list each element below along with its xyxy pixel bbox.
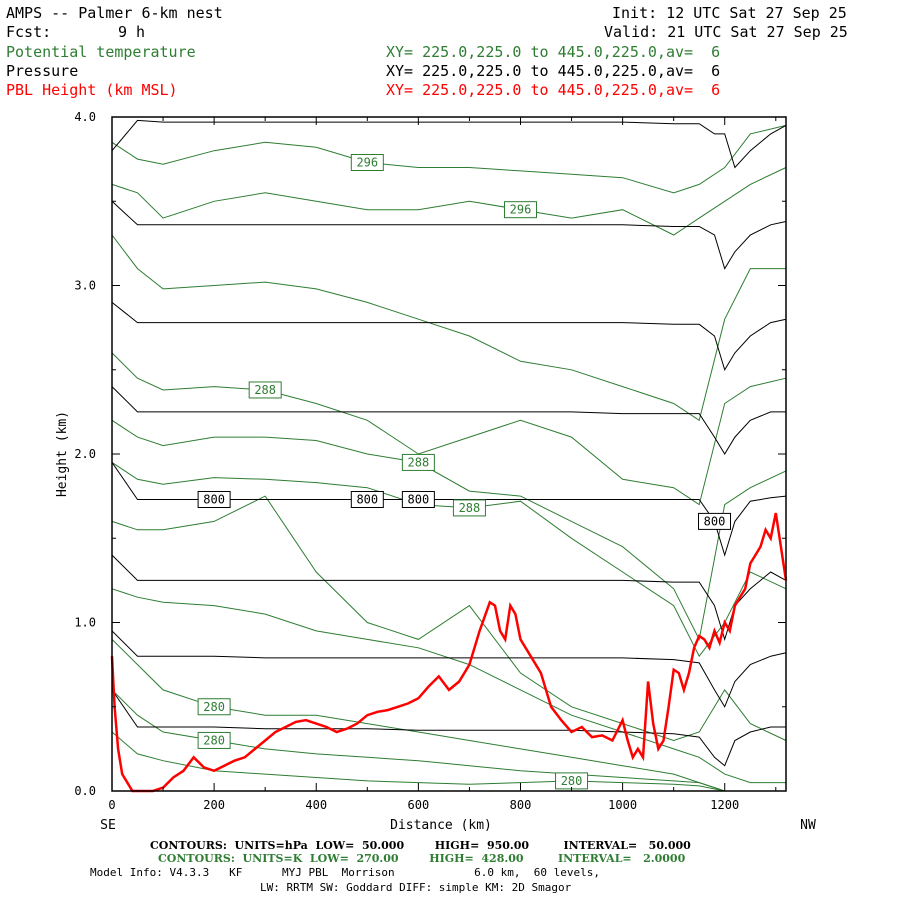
legend-pbl-xy: XY= 225.0,225.0 to 445.0,225.0,av= 6 xyxy=(386,81,721,99)
legend-theta-name: Potential temperature xyxy=(6,43,196,61)
legend-pbl-name: PBL Height (km MSL) xyxy=(6,81,178,99)
theta-contour-label: 280 xyxy=(197,731,231,749)
y-tick-label: 4.0 xyxy=(74,110,96,124)
theta-contour xyxy=(111,124,787,194)
pressure-contour xyxy=(111,630,787,708)
x-tick-label: 800 xyxy=(510,798,532,812)
x-axis-label: Distance (km) xyxy=(390,818,492,833)
svg-text:280: 280 xyxy=(561,774,583,788)
y-tick-label: 3.0 xyxy=(74,279,96,293)
theta-contour xyxy=(111,495,787,742)
pressure-contour xyxy=(111,462,787,557)
x-tick-label: 200 xyxy=(203,798,225,812)
footer-pressure-contours: CONTOURS: UNITS=hPa LOW= 50.000 HIGH= 95… xyxy=(150,839,691,852)
contour-labels: 296 296 288 288 288 280 280 280 800 800 800 800 xyxy=(197,153,732,790)
pressure-contour xyxy=(111,119,787,169)
svg-text:288: 288 xyxy=(254,383,276,397)
pressure-contour-label: 800 xyxy=(698,512,732,530)
pbl-height-line xyxy=(110,512,788,793)
legend-pressure-xy: XY= 225.0,225.0 to 445.0,225.0,av= 6 xyxy=(386,62,721,80)
x-tick-label: 1000 xyxy=(608,798,637,812)
svg-text:800: 800 xyxy=(704,514,726,528)
theta-contour-label: 288 xyxy=(401,453,435,471)
svg-text:800: 800 xyxy=(356,492,378,506)
theta-contour-label: 280 xyxy=(197,698,231,716)
chart-title: AMPS -- Palmer 6-km nest xyxy=(6,4,223,22)
theta-contour-label: 288 xyxy=(452,499,486,517)
pressure-contour-label: 800 xyxy=(401,490,435,508)
pbl-height-layer xyxy=(110,512,788,793)
footer-model-info: Model Info: V4.3.3 KF MYJ PBL Morrison 6… xyxy=(90,866,600,879)
theta-contour xyxy=(111,352,787,506)
se-end-label: SE xyxy=(100,818,116,833)
svg-text:280: 280 xyxy=(203,733,225,747)
y-tick-label: 0.0 xyxy=(74,784,96,798)
legend-pressure-name: Pressure xyxy=(6,62,79,80)
theta-contour xyxy=(111,419,787,641)
x-tick-label: 1200 xyxy=(710,798,739,812)
nw-end-label: NW xyxy=(800,818,816,833)
pressure-contour-label: 800 xyxy=(197,490,231,508)
y-tick-label: 1.0 xyxy=(74,616,96,630)
pressure-contours xyxy=(111,119,787,767)
svg-text:296: 296 xyxy=(510,203,532,217)
pressure-contour xyxy=(111,386,786,455)
x-tick-label: 0 xyxy=(108,798,115,812)
theta-contour xyxy=(111,167,787,236)
init-time: Init: 12 UTC Sat 27 Sep 25 xyxy=(612,4,847,22)
theta-contour xyxy=(111,234,786,422)
x-tick-label: 600 xyxy=(408,798,430,812)
footer-physics: LW: RRTM SW: Goddard DIFF: simple KM: 2D… xyxy=(260,881,572,894)
y-tick-label: 2.0 xyxy=(74,447,96,461)
svg-text:800: 800 xyxy=(408,492,430,506)
pressure-contour-label: 800 xyxy=(350,490,384,508)
svg-text:800: 800 xyxy=(203,492,225,506)
axis-ticks: 0 200 400 600 800 1000 1200 0.0 1.0 2.0 3.0 4.0 xyxy=(74,110,786,812)
theta-contour xyxy=(111,689,786,792)
valid-time: Valid: 21 UTC Sat 27 Sep 25 xyxy=(604,23,848,41)
legend-theta-xy: XY= 225.0,225.0 to 445.0,225.0,av= 6 xyxy=(386,43,721,61)
theta-contour-label: 296 xyxy=(503,201,537,219)
forecast-value: 9 h xyxy=(118,23,146,41)
x-tick-label: 400 xyxy=(305,798,327,812)
y-axis-label: Height (km) xyxy=(55,411,70,497)
svg-text:280: 280 xyxy=(203,700,225,714)
theta-contour-label: 288 xyxy=(248,381,282,399)
svg-text:288: 288 xyxy=(459,501,481,515)
footer-theta-contours: CONTOURS: UNITS=K LOW= 270.00 HIGH= 428.… xyxy=(158,852,686,865)
theta-contour-label: 280 xyxy=(555,772,589,790)
theta-contour-label: 296 xyxy=(350,153,384,171)
theta-contour xyxy=(111,731,786,792)
pressure-contour xyxy=(111,302,787,372)
svg-text:288: 288 xyxy=(408,455,430,469)
pressure-contour xyxy=(111,200,787,270)
forecast-label: Fcst: xyxy=(6,23,52,41)
pressure-contour xyxy=(111,689,786,767)
svg-text:296: 296 xyxy=(356,155,378,169)
